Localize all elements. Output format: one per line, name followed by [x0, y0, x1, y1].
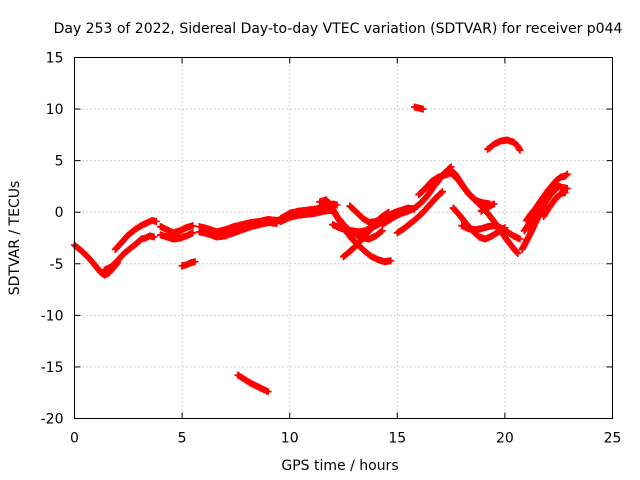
series-track-09: [234, 371, 272, 396]
series-track-05: [157, 229, 197, 243]
series-track-24: [477, 200, 498, 215]
series-track-08: [195, 219, 281, 241]
data-point: [563, 170, 571, 178]
data-point: [333, 201, 341, 209]
y-tick-label: 0: [55, 205, 64, 221]
data-point: [561, 189, 569, 197]
data-point: [189, 222, 197, 230]
data-point: [516, 235, 524, 243]
data-point: [377, 228, 385, 236]
y-tick-label: -20: [41, 412, 64, 428]
axis-ticks: [74, 57, 613, 419]
data-point: [562, 171, 570, 179]
x-axis-label: GPS time / hours: [281, 458, 398, 474]
data-point: [513, 248, 521, 256]
series-track-23: [458, 222, 524, 243]
y-tick-label: 10: [46, 102, 64, 118]
x-tick-label: 10: [281, 431, 299, 447]
x-tick-label: 0: [70, 431, 79, 447]
data-point: [150, 233, 158, 241]
grid: [74, 57, 613, 419]
series-track-04: [157, 222, 197, 237]
x-tick-label: 25: [604, 431, 622, 447]
series-track-21: [432, 165, 522, 257]
y-tick-label: 15: [46, 51, 64, 67]
data-point: [189, 229, 197, 237]
data-point: [563, 184, 571, 192]
y-tick-label: -10: [41, 308, 64, 324]
data-point: [152, 217, 160, 225]
y-tick-label: -15: [41, 360, 64, 376]
series-track-02: [101, 232, 158, 274]
data-point: [378, 227, 386, 235]
x-tick-label: 5: [178, 431, 187, 447]
data-points: [71, 103, 571, 396]
chart-title: Day 253 of 2022, Sidereal Day-to-day VTE…: [54, 21, 623, 37]
y-axis-label: SDTVAR / TECUs: [7, 181, 23, 296]
data-point: [191, 258, 199, 266]
series-track-03: [111, 216, 160, 253]
x-tick-label: 15: [388, 431, 406, 447]
series-track-18: [393, 188, 446, 237]
data-point: [419, 105, 427, 113]
series-track-29: [540, 189, 569, 220]
x-tick-label: 20: [496, 431, 514, 447]
series-track-01: [71, 241, 122, 279]
series-track-28: [522, 170, 571, 224]
y-tick-label: -5: [50, 257, 64, 273]
series-track-06: [178, 258, 199, 270]
plot-frame: [74, 57, 613, 419]
data-point: [490, 200, 498, 208]
data-point: [437, 189, 445, 197]
y-tick-label: 5: [55, 154, 64, 170]
data-point: [273, 220, 281, 228]
data-point: [438, 188, 446, 196]
data-point: [387, 257, 395, 265]
y-tick-labels: -20 -15 -10 -5 0 5 10 15: [41, 51, 64, 428]
data-point: [516, 146, 524, 154]
data-point: [514, 249, 522, 257]
series-track-16: [346, 202, 419, 227]
series-track-19: [411, 103, 427, 113]
x-tick-labels: 0 5 10 15 20 25: [70, 431, 621, 447]
series-track-25: [484, 136, 524, 154]
data-point: [264, 388, 272, 396]
